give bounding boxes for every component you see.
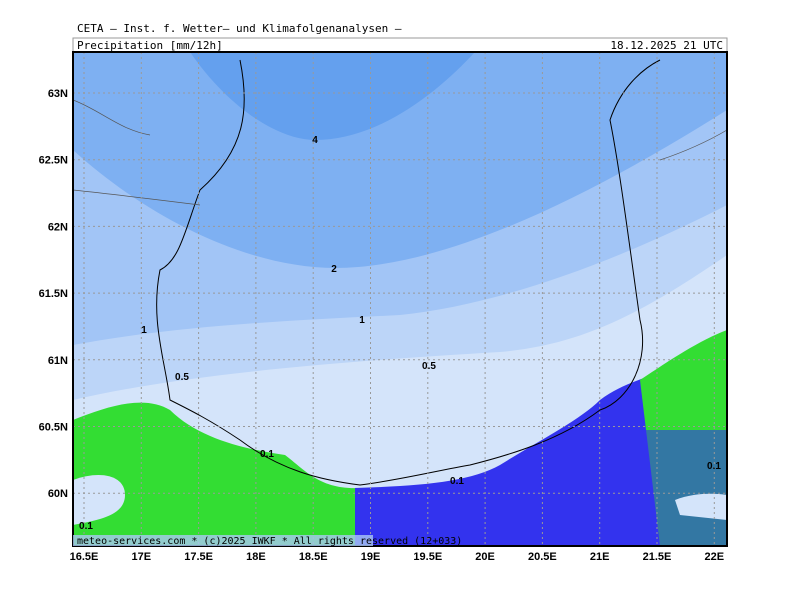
contour-label: 2: [331, 264, 337, 275]
green-area-left: [73, 402, 360, 546]
contour-label: 0.5: [422, 361, 436, 372]
contour-label: 0.1: [260, 449, 274, 460]
lon-label: 20.5E: [528, 551, 557, 563]
header-title: CETA — Inst. f. Wetter— und Klimafolgena…: [77, 22, 402, 35]
subtitle: Precipitation [mm/12h]: [77, 39, 223, 52]
lon-label: 19E: [361, 551, 381, 563]
lat-label: 60.5N: [39, 422, 68, 434]
lon-label: 21E: [590, 551, 610, 563]
map-area: 4 2 1 1 0.5 0.5 0.1 0.1 0.1 0.1: [73, 52, 727, 546]
blue-mix: [600, 430, 727, 546]
lon-label: 20E: [475, 551, 495, 563]
blue-area: [355, 372, 680, 546]
contour-label: 0.5: [175, 372, 189, 383]
lon-label: 16.5E: [70, 551, 99, 563]
footer: meteo-services.com * (c)2025 IWKF * All …: [77, 536, 462, 547]
lat-label: 60N: [48, 488, 68, 500]
lon-label: 22E: [705, 551, 725, 563]
lon-label: 18.5E: [299, 551, 328, 563]
coastline: [156, 59, 661, 486]
lon-label: 21.5E: [643, 551, 672, 563]
contour-label: 0.1: [79, 521, 93, 532]
contour-label: 1: [359, 315, 365, 326]
contour-label: 1: [141, 325, 147, 336]
contour-labels: 4 2 1 1 0.5 0.5 0.1 0.1 0.1 0.1: [79, 135, 721, 532]
lat-label: 62N: [48, 221, 68, 233]
light-patch: [73, 475, 125, 525]
footer-bg: [73, 535, 373, 546]
date: 18.12.2025 21 UTC: [610, 39, 723, 52]
lon-label: 19.5E: [413, 551, 442, 563]
contour-label: 0.1: [450, 476, 464, 487]
lon-label: 17.5E: [184, 551, 213, 563]
contour-label: 0.1: [707, 461, 721, 472]
lat-label: 63N: [48, 88, 68, 100]
lat-label: 62.5N: [39, 155, 68, 167]
lat-label: 61N: [48, 355, 68, 367]
lon-label: 18E: [246, 551, 266, 563]
grid: [73, 52, 727, 546]
lat-label: 61.5N: [39, 288, 68, 300]
map-frame: [72, 51, 728, 547]
band-4: [190, 52, 475, 140]
lon-label: 17E: [132, 551, 152, 563]
contour-label: 4: [312, 135, 318, 146]
